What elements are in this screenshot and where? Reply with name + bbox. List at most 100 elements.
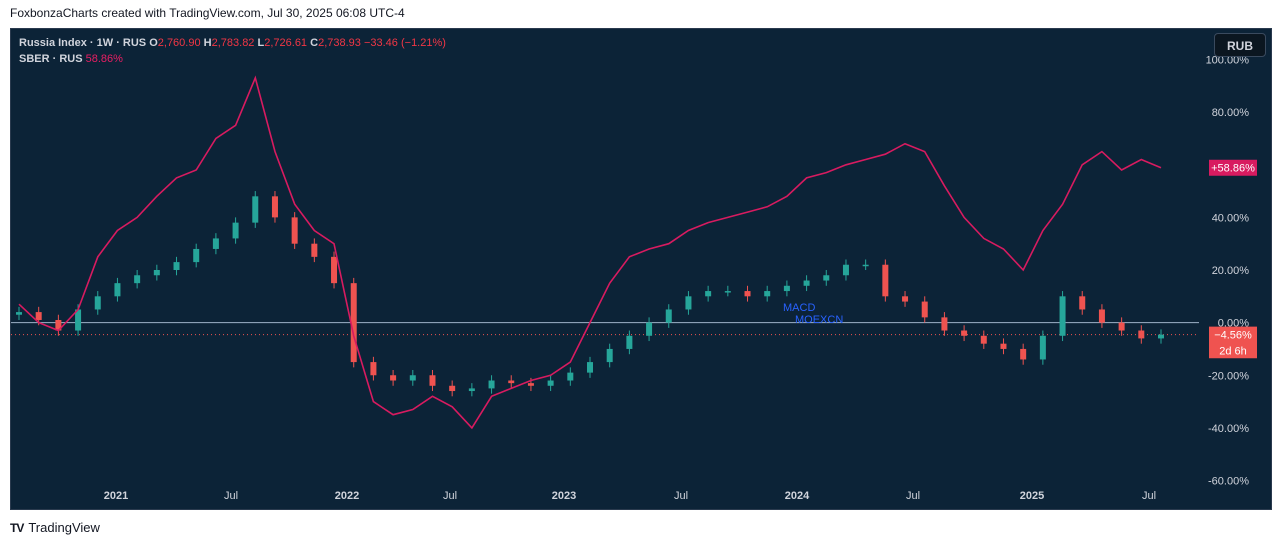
candle [331, 256, 338, 284]
legend-h-label: H [203, 37, 212, 49]
candle [665, 309, 672, 323]
candle [862, 264, 869, 267]
y-tick-label: -20.00% [1208, 370, 1249, 382]
candle [370, 362, 377, 376]
price-label-text: +58.86% [1211, 163, 1255, 175]
candle [902, 296, 909, 302]
currency-button[interactable]: RUB [1214, 33, 1266, 57]
x-tick-label: Jul [674, 490, 688, 502]
candle [744, 291, 751, 297]
legend-main-row: Russia Index · 1W · RUS O2,760.90 H2,783… [19, 35, 446, 51]
legend-o-value: 2,760.90 [157, 37, 201, 49]
x-tick-label: 2021 [104, 490, 128, 502]
candle [882, 264, 889, 297]
candle [508, 380, 515, 384]
candle [252, 196, 259, 223]
candle [1138, 330, 1145, 339]
candle [527, 383, 534, 386]
candle [764, 291, 771, 297]
chart-panel[interactable]: MACDMOEXCN100.00%80.00%60.00%40.00%20.00… [10, 28, 1272, 510]
candle [626, 335, 633, 349]
legend-l-value: 2,726.61 [264, 37, 308, 49]
legend-l-label: L [257, 37, 265, 49]
candle [1059, 296, 1066, 336]
candle [1118, 322, 1125, 331]
y-tick-label: -40.00% [1208, 423, 1249, 435]
candle [646, 322, 653, 336]
candle [350, 283, 357, 363]
candle [803, 280, 810, 286]
candle [1000, 343, 1007, 349]
legend-c-label: C [310, 37, 319, 49]
candle [134, 275, 141, 284]
footer: TV TradingView [10, 520, 100, 535]
x-tick-label: 2024 [785, 490, 810, 502]
legend-change: −33.46 (−1.21%) [363, 37, 446, 49]
candle [390, 375, 397, 381]
legend-sber-row: SBER · RUS 58.86% [19, 51, 446, 67]
price-label-box [1209, 326, 1257, 343]
candle [429, 375, 436, 386]
candle [705, 291, 712, 297]
candle [980, 335, 987, 344]
candle [685, 296, 692, 310]
candle [94, 296, 101, 310]
candle [587, 362, 593, 373]
candle [193, 248, 200, 263]
candle [783, 285, 790, 292]
legend-c-value: 2,738.93 [318, 37, 361, 49]
x-tick-label: 2022 [335, 490, 359, 502]
chart-caption: FoxbonzaCharts created with TradingView.… [10, 6, 405, 20]
candle [606, 348, 613, 363]
candle [488, 380, 495, 389]
chart-svg[interactable]: MACDMOEXCN100.00%80.00%60.00%40.00%20.00… [11, 29, 1272, 510]
legend-o-label: O [149, 37, 158, 49]
x-tick-label: 2025 [1020, 490, 1044, 502]
candle [547, 380, 554, 386]
chart-legend: Russia Index · 1W · RUS O2,760.90 H2,783… [19, 35, 446, 67]
candle [941, 317, 948, 331]
candle [153, 270, 160, 276]
y-tick-label: 20.00% [1212, 265, 1250, 277]
overlay-label-macd: MACD [783, 302, 815, 314]
candle [1098, 309, 1105, 323]
x-tick-label: Jul [224, 490, 238, 502]
candle [1079, 296, 1086, 310]
candle [16, 312, 22, 315]
candle [291, 217, 298, 244]
candle [823, 275, 830, 281]
candle [468, 388, 475, 392]
candle [842, 264, 849, 276]
x-tick-label: Jul [906, 490, 920, 502]
candle [921, 301, 928, 318]
candle [1020, 348, 1027, 360]
price-label-text: 2d 6h [1219, 345, 1247, 357]
price-label-text: −4.56% [1214, 330, 1252, 342]
x-tick-label: Jul [443, 490, 457, 502]
x-tick-label: Jul [1142, 490, 1156, 502]
price-label-box [1209, 342, 1257, 359]
legend-sber-value: 58.86% [85, 53, 123, 65]
candle [114, 283, 121, 297]
candle [1158, 334, 1164, 339]
candle [173, 262, 180, 270]
candle [1039, 335, 1046, 360]
y-tick-label: 80.00% [1212, 107, 1250, 119]
legend-main-title: Russia Index · 1W · RUS [19, 37, 147, 49]
candle [449, 385, 456, 392]
footer-brand: TradingView [28, 520, 100, 535]
candle [212, 238, 219, 249]
overlay-label-moexcn: MOEXCN [795, 314, 843, 326]
x-tick-label: 2023 [552, 490, 576, 502]
candle [961, 330, 968, 336]
candle [409, 375, 416, 381]
y-tick-label: -60.00% [1208, 476, 1249, 488]
legend-sber-title: SBER · RUS [19, 53, 83, 65]
tradingview-logo-icon: TV [10, 520, 24, 535]
price-label-box [1209, 159, 1257, 176]
sber-line [18, 75, 1162, 430]
candle [271, 196, 278, 218]
legend-h-value: 2,783.82 [211, 37, 255, 49]
y-tick-label: 40.00% [1212, 212, 1250, 224]
candle [75, 309, 82, 331]
